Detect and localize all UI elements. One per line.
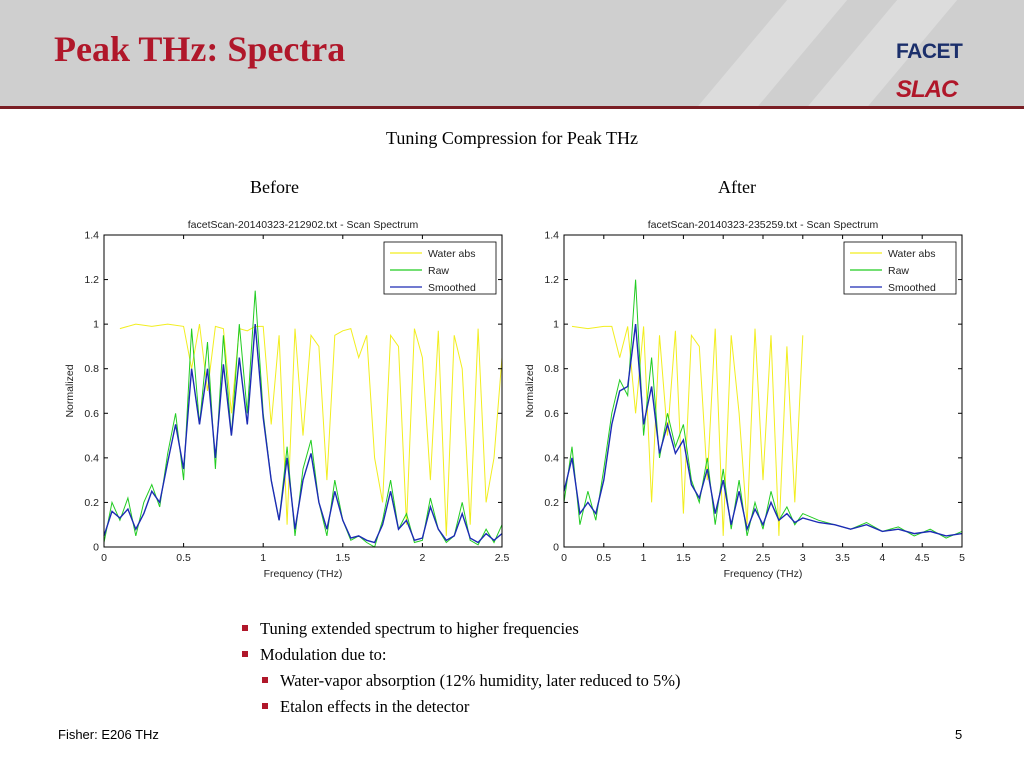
slide-subtitle: Tuning Compression for Peak THz <box>386 128 638 148</box>
legend-label: Water abs <box>888 248 935 260</box>
bullet-text: Tuning extended spectrum to higher frequ… <box>260 619 579 638</box>
x-tick-label: 2.5 <box>756 552 771 564</box>
y-tick-label: 0.4 <box>84 452 99 464</box>
slac-logo: SLAC <box>896 76 958 103</box>
series-line-water-abs <box>571 325 804 536</box>
x-tick-label: 5 <box>959 552 965 564</box>
x-axis-label: Frequency (THz) <box>724 568 803 580</box>
header-band <box>0 0 1024 106</box>
y-tick-label: 0.6 <box>544 408 559 420</box>
x-axis-label: Frequency (THz) <box>264 568 343 580</box>
x-tick-label: 0.5 <box>176 552 191 564</box>
footer-author: Fisher: E206 THz <box>58 727 159 742</box>
label-before: Before <box>250 177 299 197</box>
x-tick-label: 4.5 <box>915 552 930 564</box>
x-tick-label: 1 <box>641 552 647 564</box>
x-tick-label: 2 <box>720 552 726 564</box>
y-tick-label: 0 <box>553 542 559 554</box>
y-axis-label: Normalized <box>64 364 76 417</box>
legend-label: Smoothed <box>428 282 476 294</box>
chart-after: facetScan-20140323-235259.txt - Scan Spe… <box>520 210 975 590</box>
y-tick-label: 0.6 <box>84 408 99 420</box>
y-tick-label: 0.8 <box>84 363 99 375</box>
y-tick-label: 1.4 <box>84 230 99 242</box>
series-line-water-abs <box>119 323 503 536</box>
x-tick-label: 2.5 <box>495 552 510 564</box>
series-line-raw <box>563 279 963 539</box>
sub-bullet-item: Water-vapor absorption (12% humidity, la… <box>260 668 680 694</box>
x-tick-label: 2 <box>419 552 425 564</box>
y-tick-label: 0 <box>93 542 99 554</box>
bullet-item: Modulation due to: <box>240 642 680 668</box>
legend-box <box>383 241 497 295</box>
label-after: After <box>718 177 756 197</box>
series-line-raw <box>103 290 503 548</box>
x-tick-label: 1 <box>260 552 266 564</box>
bullet-text: Etalon effects in the detector <box>280 697 470 716</box>
legend-box <box>843 241 957 295</box>
x-tick-label: 1.5 <box>676 552 691 564</box>
x-tick-label: 4 <box>879 552 885 564</box>
slide-title: Peak THz: Spectra <box>54 29 346 69</box>
chart-before-svg: facetScan-20140323-212902.txt - Scan Spe… <box>64 219 510 580</box>
legend-label: Raw <box>888 265 909 277</box>
chart-title: facetScan-20140323-235259.txt - Scan Spe… <box>648 219 879 231</box>
x-tick-label: 3.5 <box>835 552 850 564</box>
x-tick-label: 0 <box>561 552 567 564</box>
bullet-list: Tuning extended spectrum to higher frequ… <box>240 616 680 720</box>
facet-logo: FACET <box>896 40 963 63</box>
sub-bullet-item: Etalon effects in the detector <box>260 694 680 720</box>
x-tick-label: 0 <box>101 552 107 564</box>
y-tick-label: 1.4 <box>544 230 559 242</box>
y-axis-label: Normalized <box>524 364 536 417</box>
series-line-smoothed <box>563 324 963 537</box>
bullet-text: Water-vapor absorption (12% humidity, la… <box>280 671 681 690</box>
bullet-text: Modulation due to: <box>260 645 387 664</box>
x-tick-label: 0.5 <box>596 552 611 564</box>
legend-label: Water abs <box>428 248 475 260</box>
legend-label: Smoothed <box>888 282 936 294</box>
series-line-smoothed <box>103 324 503 544</box>
chart-before: facetScan-20140323-212902.txt - Scan Spe… <box>60 210 515 590</box>
y-tick-label: 0.2 <box>544 497 559 509</box>
x-tick-label: 3 <box>800 552 806 564</box>
bullet-marker <box>242 651 248 657</box>
y-tick-label: 1 <box>553 319 559 331</box>
chart-title: facetScan-20140323-212902.txt - Scan Spe… <box>188 219 419 231</box>
bullet-marker <box>262 703 268 709</box>
y-tick-label: 0.8 <box>544 363 559 375</box>
axes-frame <box>103 234 503 548</box>
y-tick-label: 1.2 <box>544 274 559 286</box>
bullet-marker <box>242 625 248 631</box>
x-tick-label: 1.5 <box>335 552 350 564</box>
page-number: 5 <box>955 727 963 742</box>
chart-after-svg: facetScan-20140323-235259.txt - Scan Spe… <box>524 219 965 580</box>
y-tick-label: 1.2 <box>84 274 99 286</box>
header-rule <box>0 106 1024 109</box>
bullet-marker <box>262 677 268 683</box>
y-tick-label: 0.4 <box>544 452 559 464</box>
y-tick-label: 0.2 <box>84 497 99 509</box>
y-tick-label: 1 <box>93 319 99 331</box>
legend-label: Raw <box>428 265 449 277</box>
bullet-item: Tuning extended spectrum to higher frequ… <box>240 616 680 642</box>
